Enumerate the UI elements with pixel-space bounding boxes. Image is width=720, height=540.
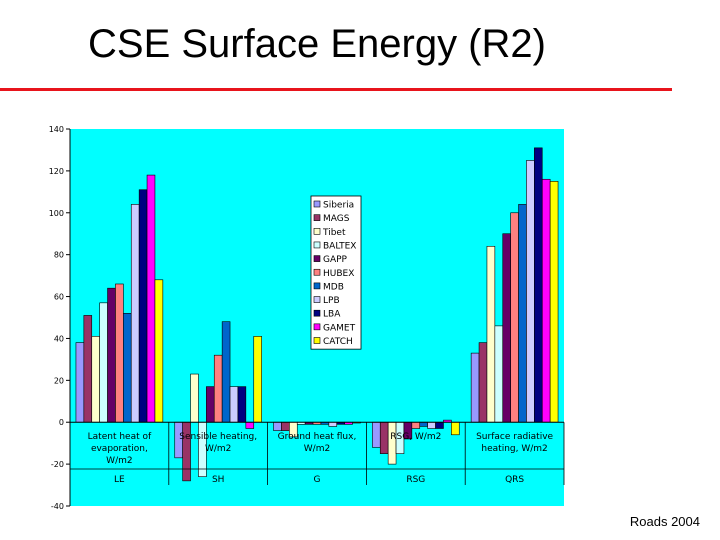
legend-swatch-hubex [313,268,321,276]
bar-lpb-qrs [526,160,535,423]
bar-baltex-qrs [494,325,504,423]
category-code: SH [212,475,224,485]
bar-hubex-le [115,283,124,423]
legend-swatch-siberia [313,200,321,208]
legend-label-hubex: HUBEX [323,269,354,279]
y-tick-label: 0 [59,418,64,427]
bar-hubex-sh [213,354,223,423]
bar-catch-rsg [451,421,460,436]
y-tick-label: 100 [49,209,64,218]
legend-swatch-mdb [313,282,321,290]
category-label: W/m2 [106,456,132,466]
legend-label-siberia: Siberia [323,201,354,211]
bar-gapp-le [107,287,116,423]
legend-swatch-baltex [313,241,321,249]
legend-swatch-tibet [313,228,321,235]
legend-label-mags: MAGS [323,214,350,224]
legend-label-lpb: LPB [323,296,340,306]
bar-mags-g [281,421,290,431]
y-tick-label: -20 [51,460,64,469]
bar-lpb-sh [229,386,239,423]
category-label: Sensible heating, [179,432,257,442]
category-label: W/m2 [205,444,231,454]
bar-hubex-rsg [411,421,421,429]
legend-label-gamet: GAMET [323,323,356,333]
bar-lba-rsg [435,421,444,429]
bar-siberia-qrs [470,352,480,423]
bar-lpb-g [328,421,338,427]
legend-label-catch: CATCH [323,337,353,347]
y-tick-label: 20 [54,376,64,385]
category-code: QRS [505,475,524,485]
category-label: Latent heat of [88,432,152,442]
legend-label-baltex: BALTEX [323,241,356,251]
bar-tibet-sh [190,373,199,423]
bar-lpb-rsg [427,421,436,429]
bar-mags-sh [182,421,191,482]
bar-lba-le [138,189,148,423]
category-code: RSG [406,475,425,485]
category-label: Surface radiative [476,432,553,442]
legend-label-gapp: GAPP [323,255,348,265]
bar-catch-qrs [549,181,559,423]
bar-mags-qrs [478,342,488,423]
slide-title: CSE Surface Energy (R2) [88,22,546,66]
legend-swatch-mags [313,214,321,221]
bar-gamet-le [146,174,156,423]
legend-swatch-gamet [313,323,321,331]
bar-mdb-sh [221,321,231,423]
category-label: heating, W/m2 [481,444,547,454]
category-label: RSG, W/m2 [390,432,441,442]
y-tick-label: 80 [54,251,64,260]
y-tick-label: 60 [54,293,64,302]
footer-credit: Roads 2004 [629,514,700,529]
legend-swatch-gapp [313,255,321,262]
y-tick-label: -40 [51,502,64,511]
bar-gamet-sh [245,421,255,429]
bar-gamet-qrs [541,178,551,423]
category-label: Ground heat flux, [278,432,357,442]
category-code: G [314,475,321,485]
legend-label-lba: LBA [323,310,341,320]
bar-catch-sh [253,336,262,423]
category-label: W/m2 [304,444,330,454]
legend-swatch-catch [313,337,321,344]
bar-mdb-rsg [419,421,428,427]
legend-swatch-lba [313,309,321,317]
bar-siberia-rsg [372,421,381,448]
bar-siberia-le [75,342,85,423]
bar-tibet-le [91,336,100,423]
bar-baltex-le [99,302,108,423]
legend-label-mdb: MDB [323,282,344,292]
axis-layer: -40 -20 0 20 40 60 80 100 120 140 Latent heat of ev… [49,125,565,511]
bar-gapp-sh [206,386,215,423]
bar-mdb-le [123,313,132,423]
bar-tibet-rsg [387,421,397,465]
bar-mags-le [83,315,93,423]
y-tick-label: 140 [49,125,64,134]
bar-lba-sh [237,386,247,423]
y-tick-label: 40 [54,334,64,343]
y-tick-label: 120 [49,167,64,176]
legend: Siberia MAGS Tibet BALTEX GAPP HUBEX MDB LPB LBA… [310,195,362,350]
bar-mdb-qrs [518,204,527,423]
bar-catch-le [154,279,164,423]
legend-swatch-lpb [313,296,321,303]
legend-label-tibet: Tibet [322,228,346,238]
category-label: evaporation, [91,444,148,454]
bar-siberia-g [273,421,282,431]
bar-gapp-qrs [502,233,511,423]
bar-lpb-le [130,204,140,423]
bar-mags-rsg [379,421,389,454]
bar-tibet-qrs [486,245,496,423]
bar-lba-qrs [534,147,543,423]
category-code: LE [114,475,125,485]
title-rule [0,88,672,91]
bar-hubex-qrs [510,212,519,423]
